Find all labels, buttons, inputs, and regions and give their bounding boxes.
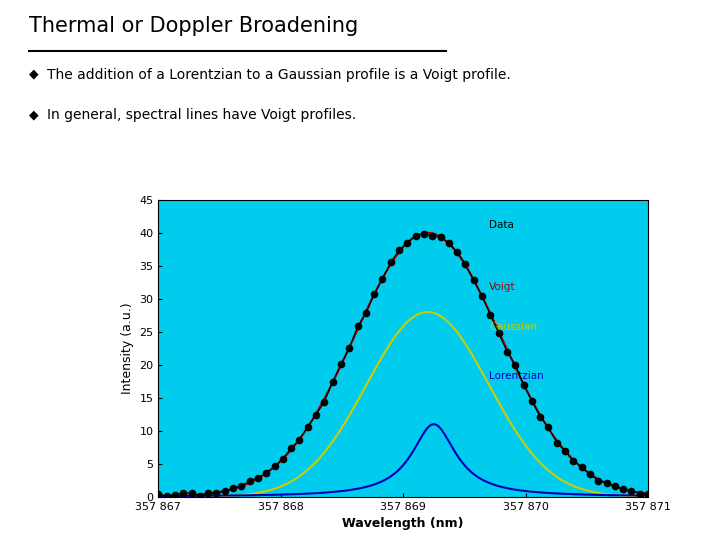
Text: In general, spectral lines have Voigt profiles.: In general, spectral lines have Voigt pr… bbox=[47, 108, 356, 122]
X-axis label: Wavelength (nm): Wavelength (nm) bbox=[343, 517, 464, 530]
Text: Gaussian: Gaussian bbox=[489, 322, 537, 332]
Text: Data: Data bbox=[489, 219, 514, 230]
Text: Lorentzian: Lorentzian bbox=[489, 372, 544, 381]
Text: Thermal or Doppler Broadening: Thermal or Doppler Broadening bbox=[29, 16, 358, 36]
Y-axis label: Intensity (a.u.): Intensity (a.u.) bbox=[121, 302, 134, 394]
Text: The addition of a Lorentzian to a Gaussian profile is a Voigt profile.: The addition of a Lorentzian to a Gaussi… bbox=[47, 68, 510, 82]
Text: ◆: ◆ bbox=[29, 68, 38, 80]
Text: ◆: ◆ bbox=[29, 108, 38, 121]
Text: Voigt: Voigt bbox=[489, 282, 516, 292]
